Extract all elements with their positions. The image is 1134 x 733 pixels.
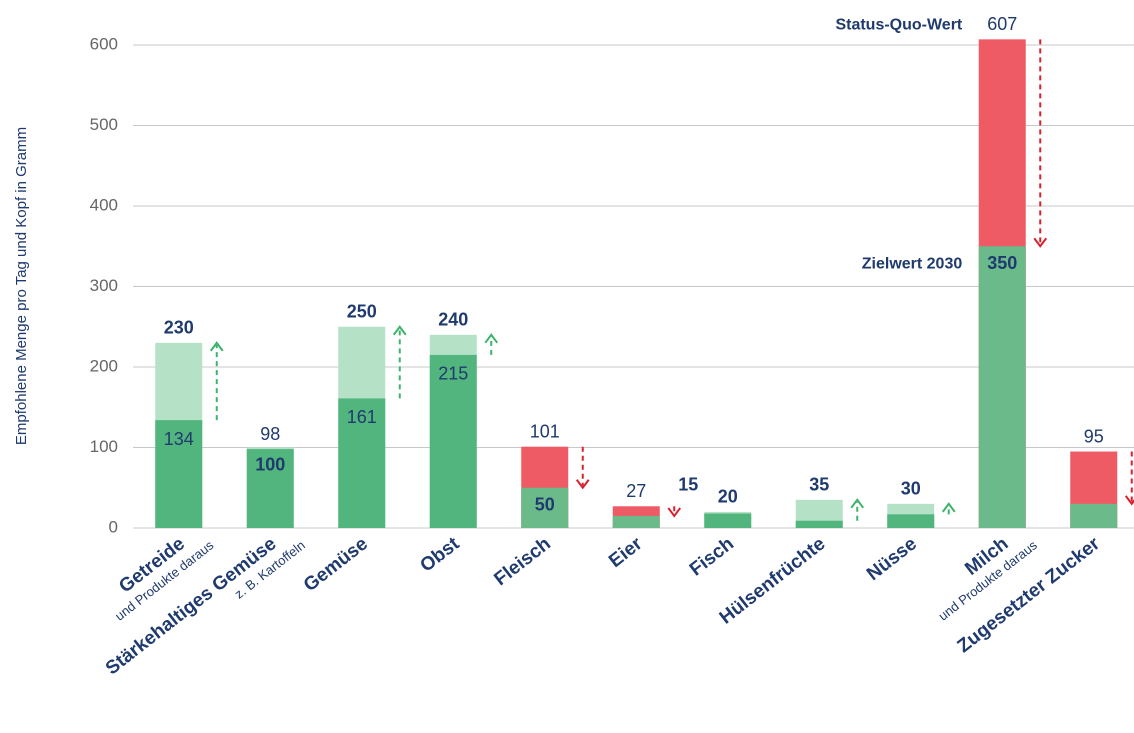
target-label: 250 — [347, 302, 377, 322]
status-bar — [338, 398, 386, 528]
status-bar — [155, 420, 203, 528]
status-bar — [429, 354, 477, 528]
target-label: 15 — [678, 475, 698, 495]
y-tick-label: 300 — [90, 276, 118, 295]
target-label: 350 — [987, 253, 1017, 273]
status-label: 27 — [626, 481, 646, 501]
x-tick-label: Obst — [416, 533, 464, 577]
status-bar — [246, 449, 294, 528]
x-tick-label: Fleisch — [490, 533, 555, 590]
target-bar — [612, 515, 660, 528]
trend-arrow-head — [392, 325, 407, 336]
legend-status: Status-Quo-Wert — [835, 17, 962, 34]
category-label: Nüsse — [863, 533, 921, 585]
status-label: 95 — [1084, 426, 1104, 446]
category-label: Eier — [605, 533, 647, 572]
y-tick-label: 0 — [109, 517, 118, 536]
status-label: 101 — [530, 421, 560, 441]
x-tick-label: Nüsse — [863, 533, 921, 585]
target-label: 20 — [718, 487, 738, 507]
category-label: Gemüse — [300, 533, 372, 596]
trend-arrow-head — [575, 479, 590, 490]
x-tick-label: Fisch — [686, 533, 738, 580]
status-label: 161 — [347, 407, 377, 427]
y-tick-label: 100 — [90, 437, 118, 456]
y-tick-label: 600 — [90, 34, 118, 53]
target-label: 50 — [535, 495, 555, 515]
trend-arrow-head — [850, 498, 865, 509]
trend-arrow-head — [667, 507, 682, 518]
status-bar — [887, 514, 935, 528]
category-label: Fisch — [686, 533, 738, 580]
legend-target: Zielwert 2030 — [862, 255, 963, 272]
trend-arrow-head — [484, 333, 499, 344]
y-tick-label: 500 — [90, 115, 118, 134]
status-label: 98 — [260, 424, 280, 444]
trend-arrow-head — [1033, 237, 1048, 248]
y-axis-label: Empfohlene Menge pro Tag und Kopf in Gra… — [13, 127, 30, 445]
target-label: 30 — [901, 479, 921, 499]
status-label: 607 — [987, 14, 1017, 34]
target-label: 35 — [809, 475, 829, 495]
x-tick-label: Gemüse — [300, 533, 372, 596]
x-tick-label: Eier — [605, 533, 647, 572]
status-bar — [704, 513, 752, 528]
target-label: 240 — [438, 310, 468, 330]
trend-arrow-head — [941, 502, 956, 513]
y-tick-label: 200 — [90, 356, 118, 375]
status-label: 215 — [438, 364, 468, 384]
category-label: Obst — [416, 533, 464, 577]
trend-arrow-head — [1124, 495, 1134, 506]
status-bar — [795, 520, 843, 528]
target-label: 230 — [164, 318, 194, 338]
status-label: 134 — [164, 429, 194, 449]
target-bar — [978, 246, 1026, 528]
trend-arrow-head — [209, 341, 224, 352]
target-bar — [1070, 503, 1118, 528]
y-tick-label: 400 — [90, 195, 118, 214]
category-label: Fleisch — [490, 533, 555, 590]
target-label: 100 — [255, 454, 285, 474]
target-bar — [521, 487, 569, 528]
